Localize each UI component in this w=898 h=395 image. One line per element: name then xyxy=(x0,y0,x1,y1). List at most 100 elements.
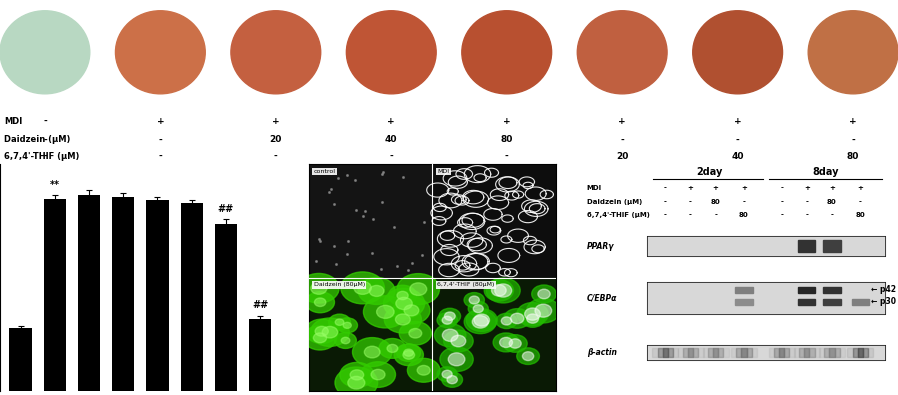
Ellipse shape xyxy=(692,11,782,94)
Bar xyxy=(309,278,432,391)
Bar xyxy=(432,164,556,278)
Point xyxy=(374,171,389,177)
Bar xyxy=(834,348,840,357)
Ellipse shape xyxy=(322,326,338,338)
Bar xyxy=(774,348,779,357)
Ellipse shape xyxy=(437,313,457,328)
Text: -: - xyxy=(664,213,667,218)
Bar xyxy=(868,348,873,357)
Ellipse shape xyxy=(509,339,521,348)
Ellipse shape xyxy=(418,365,430,375)
Bar xyxy=(668,348,674,357)
Ellipse shape xyxy=(535,304,551,317)
Point xyxy=(341,237,356,244)
Text: +: + xyxy=(829,185,835,191)
Bar xyxy=(858,348,863,357)
Text: +: + xyxy=(387,117,395,126)
Bar xyxy=(746,348,752,357)
Ellipse shape xyxy=(384,306,421,333)
Ellipse shape xyxy=(444,330,473,352)
Bar xyxy=(432,278,556,391)
Ellipse shape xyxy=(337,318,357,333)
Text: Daidzein (μM): Daidzein (μM) xyxy=(587,199,642,205)
Ellipse shape xyxy=(0,11,90,94)
Bar xyxy=(693,348,699,357)
Bar xyxy=(814,348,820,357)
Bar xyxy=(823,287,841,293)
Ellipse shape xyxy=(313,333,327,343)
Text: -: - xyxy=(43,152,47,161)
Bar xyxy=(742,348,746,357)
Ellipse shape xyxy=(538,289,550,299)
Ellipse shape xyxy=(516,303,549,325)
Ellipse shape xyxy=(496,313,517,329)
Ellipse shape xyxy=(354,281,372,294)
Text: +: + xyxy=(741,185,747,191)
Bar xyxy=(708,348,713,357)
Bar xyxy=(663,348,668,357)
Ellipse shape xyxy=(343,322,351,328)
Bar xyxy=(146,200,169,391)
Ellipse shape xyxy=(462,11,551,94)
Ellipse shape xyxy=(311,282,327,294)
Bar xyxy=(789,348,795,357)
Ellipse shape xyxy=(408,358,440,382)
Text: ← p30: ← p30 xyxy=(871,297,896,306)
Ellipse shape xyxy=(466,309,497,331)
Text: +: + xyxy=(804,185,810,191)
Ellipse shape xyxy=(439,308,461,324)
Text: 80: 80 xyxy=(739,213,749,218)
Text: 40: 40 xyxy=(731,152,744,161)
Text: -: - xyxy=(831,213,833,218)
Point xyxy=(349,207,364,213)
Ellipse shape xyxy=(304,325,337,350)
Ellipse shape xyxy=(116,11,206,94)
Ellipse shape xyxy=(495,284,512,297)
Text: -: - xyxy=(806,213,808,218)
Ellipse shape xyxy=(464,310,497,334)
Ellipse shape xyxy=(486,278,520,303)
Bar xyxy=(724,348,728,357)
Bar xyxy=(736,348,742,357)
Ellipse shape xyxy=(437,367,457,382)
Text: -: - xyxy=(664,185,667,191)
Ellipse shape xyxy=(397,292,409,300)
Bar xyxy=(798,299,815,305)
Ellipse shape xyxy=(350,370,364,380)
Text: ##: ## xyxy=(217,204,234,214)
Text: -: - xyxy=(858,199,862,205)
Text: +: + xyxy=(850,117,857,126)
Point xyxy=(365,250,379,256)
Bar xyxy=(769,348,774,357)
Text: -: - xyxy=(780,213,783,218)
Point xyxy=(312,236,326,243)
Bar xyxy=(249,319,271,391)
Point xyxy=(387,224,401,231)
Point xyxy=(324,169,339,176)
Ellipse shape xyxy=(524,308,541,320)
Ellipse shape xyxy=(329,314,350,330)
Ellipse shape xyxy=(396,297,412,310)
Ellipse shape xyxy=(376,305,394,318)
Ellipse shape xyxy=(397,274,439,305)
Bar xyxy=(309,164,432,278)
Text: -: - xyxy=(806,199,808,205)
Ellipse shape xyxy=(397,344,420,361)
Ellipse shape xyxy=(474,314,489,326)
Point xyxy=(405,260,419,266)
Text: 20: 20 xyxy=(269,135,282,145)
Ellipse shape xyxy=(447,376,457,384)
Point xyxy=(366,216,381,222)
Point xyxy=(309,257,323,263)
Ellipse shape xyxy=(394,344,424,366)
Ellipse shape xyxy=(341,337,350,344)
Ellipse shape xyxy=(527,314,539,323)
Text: control: control xyxy=(313,169,336,174)
Point xyxy=(327,201,341,207)
Bar xyxy=(794,348,799,357)
Text: -: - xyxy=(43,135,47,145)
Text: -: - xyxy=(621,135,624,145)
Text: ← p42: ← p42 xyxy=(871,286,896,295)
Bar xyxy=(44,199,66,391)
Bar xyxy=(731,348,736,357)
